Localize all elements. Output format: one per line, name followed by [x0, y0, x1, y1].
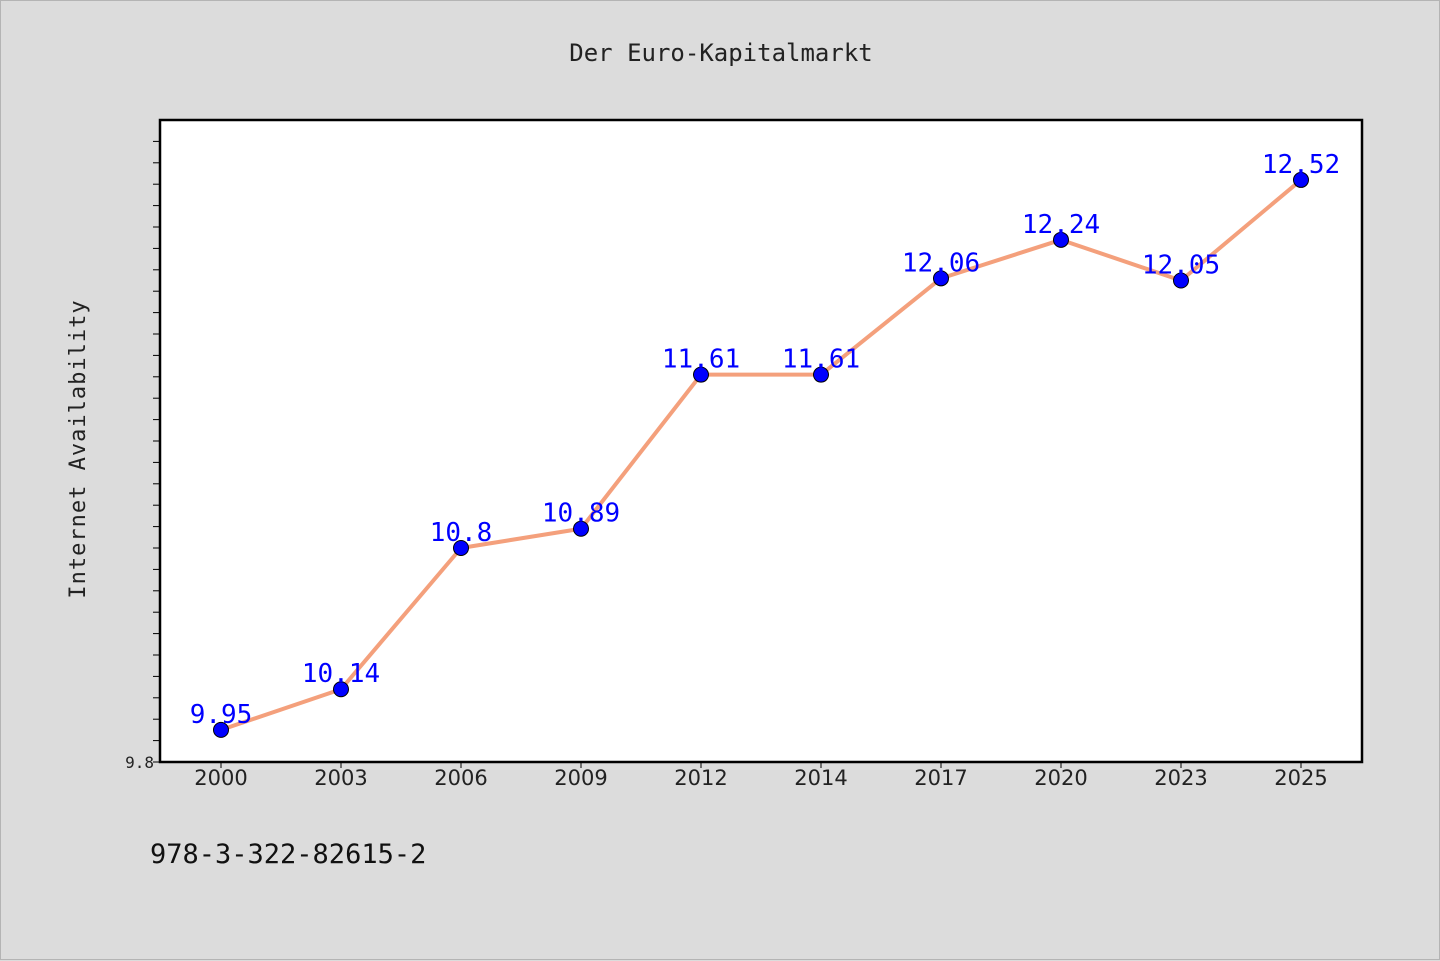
data-point — [1293, 171, 1309, 188]
plot-area — [158, 118, 1364, 764]
x-tick-label: 2025 — [1274, 766, 1327, 790]
y-axis-ticks: 9.8 — [125, 140, 160, 772]
data-point — [213, 721, 229, 738]
y-axis-label: Internet Availability — [66, 299, 91, 598]
chart-title: Der Euro-Kapitalmarkt — [569, 39, 872, 67]
data-point — [693, 366, 709, 383]
data-point — [573, 520, 589, 537]
data-label: 10.14 — [302, 659, 380, 689]
x-tick-label: 2003 — [314, 766, 367, 790]
x-tick-label: 2017 — [914, 766, 967, 790]
data-label: 12.52 — [1262, 150, 1340, 180]
x-tick-label: 2020 — [1034, 766, 1087, 790]
data-label: 11.61 — [782, 345, 860, 375]
data-point — [1173, 272, 1189, 289]
x-tick-label: 2012 — [674, 766, 727, 790]
series-line — [220, 178, 1303, 732]
x-tick-label: 2014 — [794, 766, 847, 790]
data-label: 12.05 — [1142, 251, 1220, 281]
x-tick-label: 2006 — [434, 766, 487, 790]
data-label: 11.61 — [662, 345, 740, 375]
x-tick-label: 2023 — [1154, 766, 1207, 790]
x-tick-label: 2000 — [194, 766, 247, 790]
x-tick-label: 2009 — [554, 766, 607, 790]
data-point — [333, 681, 349, 698]
x-axis-ticks: 2000 2003 2006 2009 2012 2014 2017 2020 2023 2025 — [194, 761, 1328, 790]
data-point — [453, 540, 469, 556]
data-label: 12.24 — [1022, 210, 1100, 240]
isbn-footer: 978-3-322-82615-2 — [150, 839, 426, 870]
data-point — [1053, 231, 1069, 248]
data-label: 9.95 — [190, 700, 253, 730]
data-point — [933, 270, 949, 287]
series-group: 9.95 10.14 10.8 10.89 11.61 11.61 12.06 12.24 12… — [190, 150, 1340, 738]
data-label: 12.06 — [902, 248, 980, 278]
data-label: 10.89 — [542, 499, 620, 529]
data-point — [813, 366, 829, 383]
data-label: 10.8 — [430, 518, 493, 548]
y-tick-label: 9.8 — [125, 753, 154, 772]
